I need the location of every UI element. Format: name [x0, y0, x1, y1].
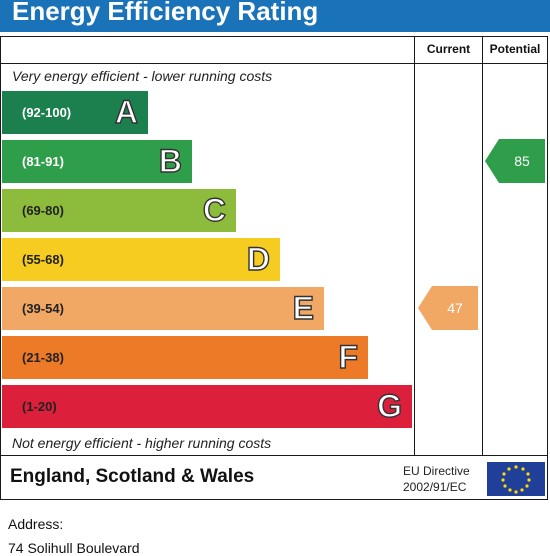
band-letter: E	[292, 289, 315, 326]
band-e: (39-54) E	[2, 287, 324, 330]
current-column-divider	[414, 36, 415, 456]
band-range-label: (21-38)	[22, 350, 64, 365]
band-letter: C	[202, 191, 227, 228]
top-caption: Very energy efficient - lower running co…	[12, 68, 273, 84]
footer-panel	[0, 456, 548, 500]
band-letter: A	[114, 93, 139, 130]
band-range-label: (92-100)	[22, 105, 72, 120]
band-range-label: (69-80)	[22, 203, 64, 218]
rating-panel	[0, 36, 548, 456]
band-range-label: (55-68)	[22, 252, 64, 267]
current-rating-arrow: 47	[418, 286, 478, 330]
band-range-label: (1-20)	[22, 399, 57, 414]
band-d: (55-68) D	[2, 238, 280, 281]
band-letter: F	[338, 338, 359, 375]
band-a: (92-100) A	[2, 91, 148, 134]
band-range-label: (39-54)	[22, 301, 64, 316]
band-b: (81-91) B	[2, 140, 192, 183]
band-g: (1-20) G	[2, 385, 412, 428]
region-label: England, Scotland & Wales	[10, 466, 255, 487]
current-rating-value: 47	[447, 300, 463, 316]
band-c: (69-80) C	[2, 189, 236, 232]
chart-title: Energy Efficiency Rating	[12, 0, 319, 26]
eu-stars-icon	[501, 465, 531, 494]
eu-flag-icon	[487, 462, 545, 496]
band-letter: D	[246, 240, 271, 277]
address-label: Address:	[8, 516, 64, 532]
band-letter: G	[376, 387, 402, 424]
title-bar: Energy Efficiency Rating	[0, 0, 550, 32]
potential-column-header: Potential	[489, 42, 541, 56]
potential-rating-value: 85	[514, 153, 530, 169]
potential-column-divider	[482, 36, 483, 456]
band-letter: B	[158, 142, 183, 179]
current-column-header: Current	[426, 42, 471, 56]
band-range-label: (81-91)	[22, 154, 64, 169]
directive-line2: 2002/91/EC	[403, 480, 467, 494]
band-f: (21-38) F	[2, 336, 368, 379]
address-value: 74 Solihull Boulevard	[8, 540, 140, 556]
header-divider	[0, 63, 548, 64]
directive-line1: EU Directive	[403, 464, 470, 478]
potential-rating-arrow: 85	[485, 139, 545, 183]
bottom-caption: Not energy efficient - higher running co…	[12, 435, 272, 451]
